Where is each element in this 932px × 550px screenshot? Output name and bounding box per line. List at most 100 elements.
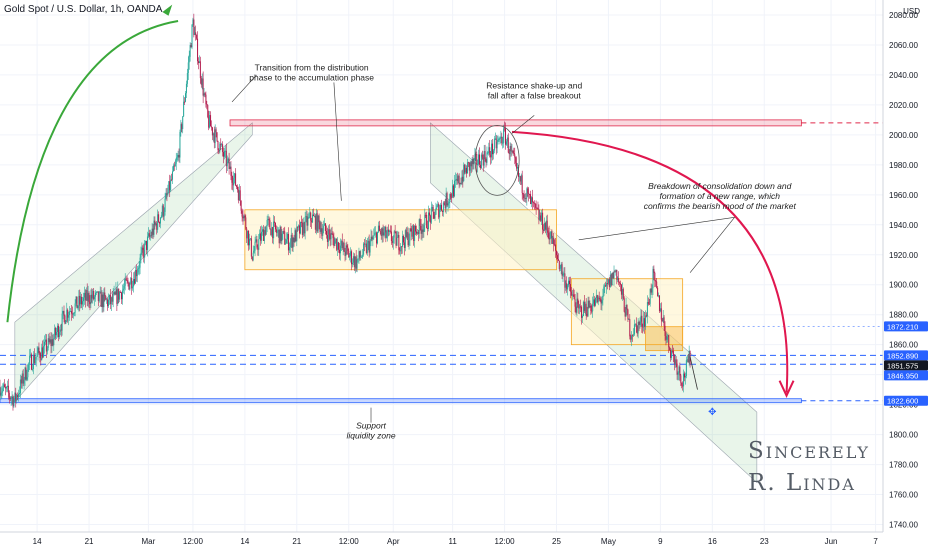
candle-body [610,274,612,286]
candle-body [34,359,36,363]
candle-body [368,240,370,253]
candle-body [632,335,634,337]
candle-body [359,251,361,258]
candle-body [409,228,411,241]
candle-body [54,328,56,338]
candle-body [497,140,499,142]
candle-body [580,306,582,308]
candle-body [556,250,558,256]
candle-body [138,267,140,269]
candle-body [259,233,261,240]
candle-body [330,233,332,240]
candle-body [214,129,216,143]
annotation-pointer [231,74,257,103]
candle-body [506,137,508,142]
candle-body [553,237,555,245]
y-tick-label: 1980.00 [889,161,918,170]
candle-body [688,350,690,363]
candle-body [509,146,511,155]
candle-body [471,159,473,167]
candle-body [520,175,522,182]
candle-body [524,198,526,199]
candle-body [508,152,510,155]
bullish-arrow [6,19,179,323]
candle-body [123,285,125,289]
candle-body [651,288,653,293]
candle-body [319,222,321,232]
candle-body [388,229,390,232]
candle-body [70,311,72,314]
candle-body [532,202,534,203]
candle-body [287,233,289,240]
candle-body [145,240,147,244]
candle-body [678,366,680,373]
candle-body [560,264,562,269]
candle-body [385,226,387,238]
currency-label[interactable]: USD [903,7,920,16]
candle-body [514,154,516,158]
candle-body [416,232,418,234]
candle-body [50,339,52,346]
candle-body [24,367,26,380]
candle-body [396,237,398,246]
candle-body [527,188,529,193]
candle-body [298,225,300,228]
candle-body [189,45,191,57]
candle-body [439,209,441,218]
candle-body [669,347,671,350]
candle-body [507,137,509,153]
false-breakout-circle [474,124,520,196]
candle-body [563,273,565,275]
candle-body [71,313,73,315]
candle-body [397,234,399,238]
candle-body [229,166,231,169]
candle-body [371,236,373,240]
candle-body [3,384,5,389]
candle-body [233,177,235,186]
candle-body [571,294,573,296]
annotation-pointer [689,217,735,273]
candle-body [26,377,28,380]
y-tick-label: 1800.00 [889,431,918,440]
candle-body [300,221,302,234]
instrument-title[interactable]: Gold Spot / U.S. Dollar, 1h, OANDA [4,4,163,15]
candle-body [433,211,435,219]
candle-body [160,215,162,218]
candle-body [219,143,221,152]
y-tick-label: 1760.00 [889,491,918,500]
candle-body [143,250,145,258]
candle-body [192,19,194,25]
candle-body [484,151,486,160]
candle-body [680,375,682,383]
candle-body [435,208,437,215]
candle-body [415,225,417,232]
signature-line1: Sincerely [748,438,870,464]
candle-body [596,295,598,303]
candle-body [337,242,339,250]
candle-body [92,290,94,299]
y-tick-label: 2020.00 [889,101,918,110]
candle-body [204,93,206,95]
candle-body [33,354,35,363]
candle-body [554,244,556,246]
candle-body [420,225,422,234]
candle-body [564,273,566,288]
candle-body [374,232,376,236]
candle-body [175,160,177,164]
candle-body [257,247,259,250]
candle-body [570,291,572,296]
candle-body [322,230,324,236]
candle-body [594,299,596,306]
candle-body [295,230,297,242]
candle-body [556,255,558,260]
candle-body [585,303,587,314]
candle-body [525,198,527,199]
candle-body [454,179,456,181]
candle-body [369,241,371,253]
candle-body [172,171,174,180]
candle-body [502,143,504,144]
resistance-zone [229,119,802,127]
candle-body [185,93,187,102]
